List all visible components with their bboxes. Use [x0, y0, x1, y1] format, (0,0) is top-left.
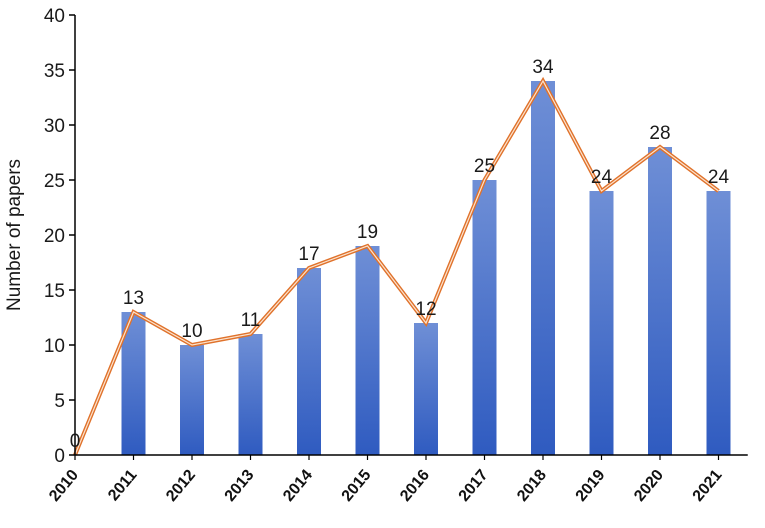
bar-2021	[706, 191, 731, 455]
trend-line-highlight	[74, 79, 719, 456]
data-labels-layer: 0 13 10 11 17 19 12 25 34 24 28 24	[70, 57, 730, 452]
bars-layer	[121, 81, 731, 455]
data-label-2010: 0	[70, 431, 81, 452]
x-tick-label: 2015	[339, 467, 375, 505]
x-tick-label: 2021	[690, 467, 726, 505]
x-tick-label: 2013	[222, 467, 258, 505]
y-tick-label: 20	[44, 226, 65, 247]
data-label-2017: 25	[474, 156, 495, 177]
y-tick-label: 40	[44, 6, 65, 27]
data-label-2016: 12	[415, 299, 436, 320]
y-tick-label: 10	[44, 336, 65, 357]
y-axis-label: Number of papers	[4, 159, 25, 311]
data-label-2018: 34	[532, 57, 554, 78]
x-tick-label: 2017	[456, 467, 492, 505]
x-tick-label: 2018	[514, 467, 550, 505]
y-tick-label: 0	[54, 446, 65, 467]
x-tick-label: 2019	[573, 467, 609, 505]
bar-2018	[531, 81, 555, 455]
bar-2012	[180, 345, 204, 455]
data-label-2013: 11	[241, 310, 261, 331]
bar-2017	[472, 180, 497, 455]
data-label-2021: 24	[708, 167, 730, 188]
data-label-2019: 24	[591, 167, 613, 188]
data-label-2014: 17	[298, 244, 319, 265]
x-tick-label: 2010	[46, 467, 82, 505]
bar-2015	[355, 246, 380, 455]
bar-2013	[238, 334, 263, 455]
data-label-2011: 13	[123, 288, 144, 309]
data-label-2020: 28	[649, 123, 670, 144]
line-layer	[73, 76, 720, 456]
y-tick-label: 30	[44, 116, 65, 137]
bar-2019	[589, 191, 614, 455]
x-tick-label: 2012	[163, 467, 199, 505]
y-tick-label: 25	[44, 171, 65, 192]
y-tick-label: 15	[44, 281, 65, 302]
trend-line	[73, 76, 720, 456]
bar-2014	[297, 268, 321, 455]
x-tick-label: 2014	[280, 467, 316, 505]
x-tick-label: 2020	[631, 467, 667, 505]
x-tick-label: 2011	[105, 467, 140, 505]
y-tick-label: 35	[44, 61, 65, 82]
bar-2020	[648, 147, 672, 455]
data-label-2015: 19	[357, 222, 378, 243]
data-label-2012: 10	[181, 321, 202, 342]
x-tick-label: 2016	[397, 467, 433, 505]
y-tick-label: 5	[54, 391, 65, 412]
bar-2016	[414, 323, 438, 455]
